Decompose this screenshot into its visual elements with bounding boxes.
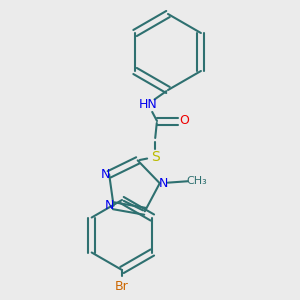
Text: S: S	[151, 150, 159, 164]
Text: O: O	[179, 115, 189, 128]
Text: HN: HN	[139, 98, 158, 110]
Text: N: N	[159, 177, 168, 190]
Text: Br: Br	[115, 280, 129, 292]
Text: CH₃: CH₃	[186, 176, 207, 186]
Text: N: N	[100, 168, 110, 181]
Text: N: N	[105, 199, 114, 212]
